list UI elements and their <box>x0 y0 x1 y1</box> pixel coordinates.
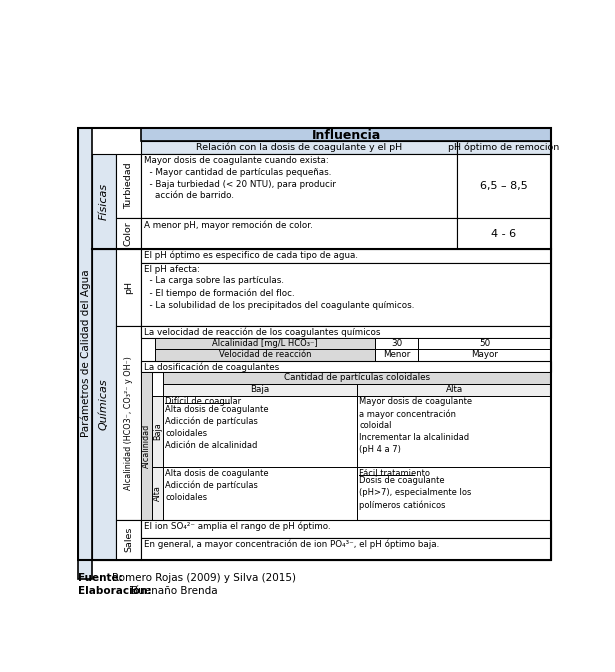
Text: 30: 30 <box>391 339 402 347</box>
Bar <box>357 396 551 467</box>
Bar <box>418 338 551 349</box>
Text: Alta dosis de coagulante
Adicción de partículas
coloidales
Adición de alcalinida: Alta dosis de coagulante Adicción de par… <box>165 405 269 450</box>
Text: A menor pH, mayor remoción de color.: A menor pH, mayor remoción de color. <box>145 221 313 230</box>
Bar <box>116 249 141 327</box>
Text: Velocidad de reacción: Velocidad de reacción <box>219 350 311 359</box>
Text: Romero Rojas (2009) y Silva (2015): Romero Rojas (2009) y Silva (2015) <box>112 573 296 583</box>
Text: Alcalinidad: Alcalinidad <box>142 424 151 468</box>
Text: Baja: Baja <box>153 423 162 440</box>
Bar <box>141 218 456 249</box>
Bar <box>116 218 141 249</box>
Bar <box>141 263 551 327</box>
Bar <box>456 142 551 154</box>
Bar <box>357 384 551 396</box>
Text: Alcalinidad [mg/L HCO₃⁻]: Alcalinidad [mg/L HCO₃⁻] <box>212 339 318 347</box>
Text: Físicas: Físicas <box>99 183 109 220</box>
Text: Baja: Baja <box>250 385 269 394</box>
Text: El pH afecta:
  - La carga sobre las partículas.
  - El tiempo de formación del : El pH afecta: - La carga sobre las partí… <box>145 265 415 310</box>
Text: Sales: Sales <box>124 527 133 552</box>
Bar <box>92 154 116 249</box>
Text: Parámetros de Calidad del Agua: Parámetros de Calidad del Agua <box>80 269 90 437</box>
Bar <box>141 249 551 263</box>
Text: Relación con la dosis de coagulante y el pH: Relación con la dosis de coagulante y el… <box>196 142 402 152</box>
Text: Mayor dosis de coagulante
a mayor concentración
coloidal
Incrementar la alcalini: Mayor dosis de coagulante a mayor concen… <box>359 397 472 454</box>
Bar <box>141 142 456 154</box>
Bar <box>163 372 551 384</box>
Text: En general, a mayor concentración de ion PO₄³⁻, el pH óptimo baja.: En general, a mayor concentración de ion… <box>145 540 440 549</box>
Bar <box>141 372 152 519</box>
Bar <box>375 338 418 349</box>
Text: El ion SO₄²⁻ amplia el rango de pH óptimo.: El ion SO₄²⁻ amplia el rango de pH óptim… <box>145 521 331 531</box>
Bar <box>141 519 551 538</box>
Text: Cantidad de partículas coloidales: Cantidad de partículas coloidales <box>284 373 430 382</box>
Text: pH: pH <box>124 282 133 294</box>
Text: Color: Color <box>124 222 133 246</box>
Text: 4 - 6: 4 - 6 <box>491 229 517 239</box>
Bar <box>141 154 456 218</box>
Text: Influencia: Influencia <box>312 129 381 142</box>
Text: Alta: Alta <box>153 485 162 501</box>
Bar <box>79 128 551 560</box>
Text: 50: 50 <box>479 339 490 347</box>
Bar <box>152 467 163 519</box>
Text: Mayor: Mayor <box>471 350 498 359</box>
Text: Difícil de coagular: Difícil de coagular <box>165 397 241 406</box>
Text: Turbiedad: Turbiedad <box>124 163 133 210</box>
Bar <box>163 384 357 396</box>
Text: Dosis de coagulante
(pH>7), especialmente los
polímeros catiónicos: Dosis de coagulante (pH>7), especialment… <box>359 476 472 510</box>
Text: El pH óptimo es especifico de cada tipo de agua.: El pH óptimo es especifico de cada tipo … <box>145 251 359 260</box>
Bar <box>141 538 551 560</box>
Bar <box>141 327 551 338</box>
Bar <box>116 154 141 218</box>
Text: Elaboración:: Elaboración: <box>79 586 152 596</box>
Bar <box>152 396 163 467</box>
Bar <box>116 327 141 519</box>
Text: Alta dosis de coagulante
Adicción de partículas
coloidales: Alta dosis de coagulante Adicción de par… <box>165 469 269 502</box>
Text: Mayor dosis de coagulante cuando exista:
  - Mayor cantidad de partículas pequeñ: Mayor dosis de coagulante cuando exista:… <box>145 156 336 200</box>
Bar <box>141 128 551 142</box>
Bar <box>375 349 418 361</box>
Bar <box>163 467 357 519</box>
Bar <box>163 396 357 467</box>
Text: Alcalinidad (HCO3⁻, CO₃²⁻ y OH⁻): Alcalinidad (HCO3⁻, CO₃²⁻ y OH⁻) <box>124 356 133 490</box>
Bar <box>155 349 375 361</box>
Text: Fuente:: Fuente: <box>79 573 123 583</box>
Text: Buenaño Brenda: Buenaño Brenda <box>131 586 218 596</box>
Text: Alta: Alta <box>445 385 462 394</box>
Text: Fácil tratamiento: Fácil tratamiento <box>359 469 430 478</box>
Bar <box>155 338 375 349</box>
Text: 6,5 – 8,5: 6,5 – 8,5 <box>480 181 528 191</box>
Bar <box>79 128 92 579</box>
Bar <box>418 349 551 361</box>
Bar <box>92 249 116 560</box>
Bar <box>141 361 551 372</box>
Bar <box>456 218 551 249</box>
Text: Químicas: Químicas <box>99 378 109 430</box>
Text: pH óptimo de remoción: pH óptimo de remoción <box>448 142 560 152</box>
Text: La dosificación de coagulantes: La dosificación de coagulantes <box>145 362 280 372</box>
Text: La velocidad de reacción de los coagulantes químicos: La velocidad de reacción de los coagulan… <box>145 328 381 337</box>
Bar <box>456 154 551 218</box>
Bar <box>116 519 141 560</box>
Text: Menor: Menor <box>383 350 410 359</box>
Bar <box>357 467 551 519</box>
